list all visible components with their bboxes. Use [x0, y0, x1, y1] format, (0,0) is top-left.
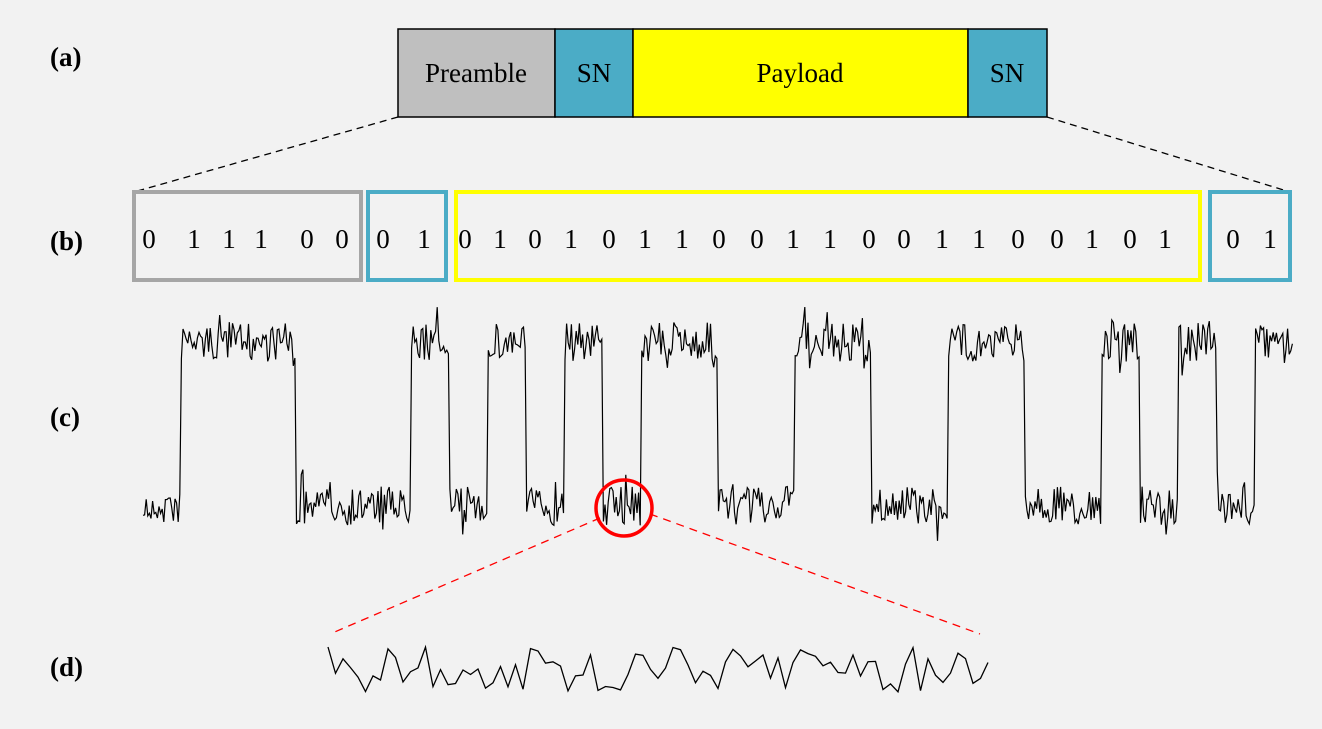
bit-digit: 0	[602, 224, 616, 254]
sn-segment-end	[967, 28, 1048, 118]
bit-digit: 0	[335, 224, 349, 254]
bit-digit: 1	[972, 224, 986, 254]
bit-digit: 1	[786, 224, 800, 254]
bit-digit: 1	[675, 224, 689, 254]
sn-end-label: SN	[990, 58, 1025, 88]
bit-digit: 0	[142, 224, 156, 254]
zoomed-noise-waveform	[327, 644, 989, 694]
bit-digit: 0	[1050, 224, 1064, 254]
bit-digit: 0	[458, 224, 472, 254]
sn-start-bit-box	[366, 190, 448, 282]
preamble-label: Preamble	[425, 58, 527, 88]
bit-digit: 1	[564, 224, 578, 254]
bit-digit: 0	[1226, 224, 1240, 254]
bit-digit: 1	[222, 224, 236, 254]
payload-label: Payload	[757, 58, 844, 88]
bit-digit: 0	[376, 224, 390, 254]
panel-label-c: (c)	[50, 402, 80, 432]
bit-digit: 1	[1263, 224, 1277, 254]
bit-digit: 1	[417, 224, 431, 254]
preamble-bit-box	[132, 190, 363, 282]
bit-digit: 0	[897, 224, 911, 254]
bit-digit: 1	[823, 224, 837, 254]
payload-bit-box	[454, 190, 1202, 282]
frame-bar: Preamble SN Payload SN	[397, 28, 1048, 118]
bit-digit: 0	[862, 224, 876, 254]
connector-right	[1046, 116, 1291, 193]
bit-digit: 1	[935, 224, 949, 254]
bit-digit: 0	[1123, 224, 1137, 254]
sn-segment-start	[554, 28, 634, 118]
zoom-connector-left	[329, 517, 601, 635]
panel-label-d: (d)	[50, 652, 83, 682]
panel-label-a: (a)	[50, 42, 81, 72]
payload-segment	[632, 28, 969, 118]
bit-digit: 1	[1158, 224, 1172, 254]
preamble-segment	[397, 28, 556, 118]
bit-digit: 1	[638, 224, 652, 254]
bit-digit: 0	[750, 224, 764, 254]
sn-start-label: SN	[577, 58, 612, 88]
panel-label-b: (b)	[50, 226, 83, 256]
zoom-marker-circle	[594, 478, 654, 538]
noisy-signal-waveform	[142, 306, 1293, 541]
zoom-connector-right	[649, 513, 981, 635]
sn-end-bit-box	[1208, 190, 1292, 282]
bit-digit: 0	[528, 224, 542, 254]
bit-digit: 0	[712, 224, 726, 254]
bit-digit: 1	[254, 224, 268, 254]
bit-digit: 1	[1085, 224, 1099, 254]
bit-digit: 0	[1011, 224, 1025, 254]
bit-digit: 1	[493, 224, 507, 254]
connector-left	[133, 116, 399, 193]
bit-digit: 0	[300, 224, 314, 254]
bit-digit: 1	[187, 224, 201, 254]
